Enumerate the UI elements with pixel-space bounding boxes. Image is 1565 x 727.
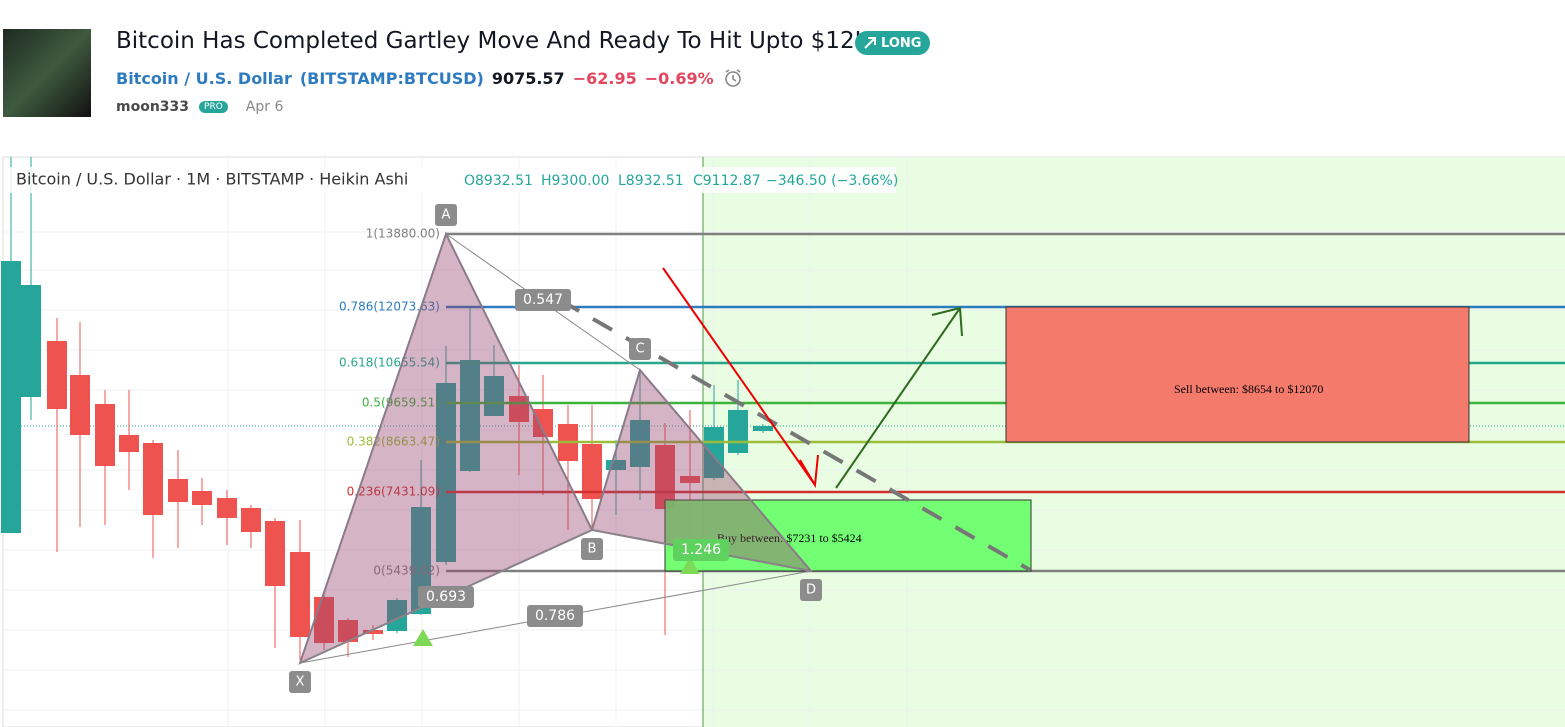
point-label-box — [289, 671, 311, 693]
symbol-link[interactable]: Bitcoin / U.S. Dollar — [116, 68, 292, 88]
change-pct: −0.69% — [644, 68, 714, 88]
change: −62.95 — [572, 68, 637, 88]
ratio-label: 0.547 — [523, 292, 563, 308]
candle-body — [192, 491, 212, 505]
signal-marker — [413, 629, 433, 646]
candle-body — [95, 404, 115, 466]
ratio-box — [418, 586, 474, 608]
ohlc-change: −346.50 (−3.66%) — [766, 173, 898, 189]
point-label-box — [629, 338, 651, 360]
candle-body — [704, 427, 724, 478]
fib-label: 0.618(10655.54) — [339, 356, 440, 370]
fib-label: 0.5(9659.51) — [362, 396, 440, 410]
ratio-label: 0.786 — [535, 608, 575, 624]
fib-label: 1(13880.00) — [366, 227, 440, 241]
candle-body — [265, 521, 285, 586]
idea-title: Bitcoin Has Completed Gartley Move And R… — [116, 28, 870, 54]
ohlc-value: C9112.87 — [693, 173, 761, 189]
symbol-line: Bitcoin / U.S. Dollar (BITSTAMP:BTCUSD) … — [116, 67, 746, 89]
symbol-exchange[interactable]: (BITSTAMP:BTCUSD) — [299, 68, 484, 88]
long-badge: LONG — [855, 31, 931, 55]
sell-arrow — [662, 267, 819, 489]
point-label: A — [442, 208, 451, 223]
buy-arrow — [835, 306, 963, 489]
price: 9075.57 — [491, 68, 565, 88]
ratio-label: 1.246 — [681, 542, 721, 558]
pro-badge: PRO — [199, 101, 228, 113]
candle-body — [338, 620, 358, 642]
point-label-box — [800, 579, 822, 601]
signal-marker — [680, 557, 700, 574]
avatar[interactable] — [3, 29, 91, 117]
ratio-box — [515, 289, 571, 311]
fib-label: 0.236(7431.09) — [347, 485, 440, 499]
candle-body — [582, 444, 602, 499]
candle-body — [143, 443, 163, 515]
candle-body — [630, 420, 650, 467]
badge-text: LONG — [881, 35, 922, 51]
legend-bg — [8, 167, 896, 193]
point-label: D — [806, 583, 816, 598]
point-label: C — [635, 342, 644, 357]
candle-body — [119, 435, 139, 452]
candle-body — [680, 476, 700, 483]
point-label: B — [588, 542, 597, 557]
ratio-box — [527, 605, 583, 627]
ratio-label: 0.693 — [426, 589, 466, 605]
candle-body — [387, 600, 407, 631]
point-label-box — [581, 538, 603, 560]
point-label: X — [296, 675, 305, 690]
candle-body — [241, 508, 261, 532]
author-line: moon333 PRO Apr 6 — [116, 99, 283, 115]
candle-body — [47, 341, 67, 409]
candle-body — [363, 630, 383, 634]
fib-label: 0(5439.02) — [373, 564, 440, 578]
candle-body — [168, 479, 188, 502]
sell-box-label: Sell between: $8654 to $12070 — [1174, 382, 1323, 396]
fib-label: 0.382(8663.47) — [347, 435, 440, 449]
candle-body — [606, 460, 626, 470]
legend-symbol: Bitcoin / U.S. Dollar · 1M · BITSTAMP · … — [16, 170, 408, 189]
candle-body — [1, 261, 21, 533]
sell-box — [1005, 306, 1470, 443]
author[interactable]: moon333 — [116, 99, 190, 115]
candle-body — [290, 552, 310, 637]
ohlc-value: O8932.51 — [464, 173, 533, 189]
arrow-icon — [864, 37, 876, 49]
candle-body — [533, 409, 553, 437]
candle-body — [21, 285, 41, 397]
ratio-box — [673, 539, 729, 561]
point-label-box — [435, 204, 457, 226]
buy-box-label: Buy between: $7231 to $5424 — [717, 531, 862, 545]
candle-body — [753, 426, 773, 431]
ohlc-value: H9300.00 — [541, 173, 609, 189]
alert-icon[interactable] — [722, 67, 746, 89]
date: Apr 6 — [245, 99, 284, 115]
fib-label: 0.786(12073.63) — [339, 300, 440, 314]
candle-body — [217, 498, 237, 518]
ohlc-value: L8932.51 — [618, 173, 684, 189]
candle-body — [728, 410, 748, 453]
candle-body — [484, 376, 504, 416]
candle-body — [436, 383, 456, 562]
candle-body — [70, 375, 90, 435]
